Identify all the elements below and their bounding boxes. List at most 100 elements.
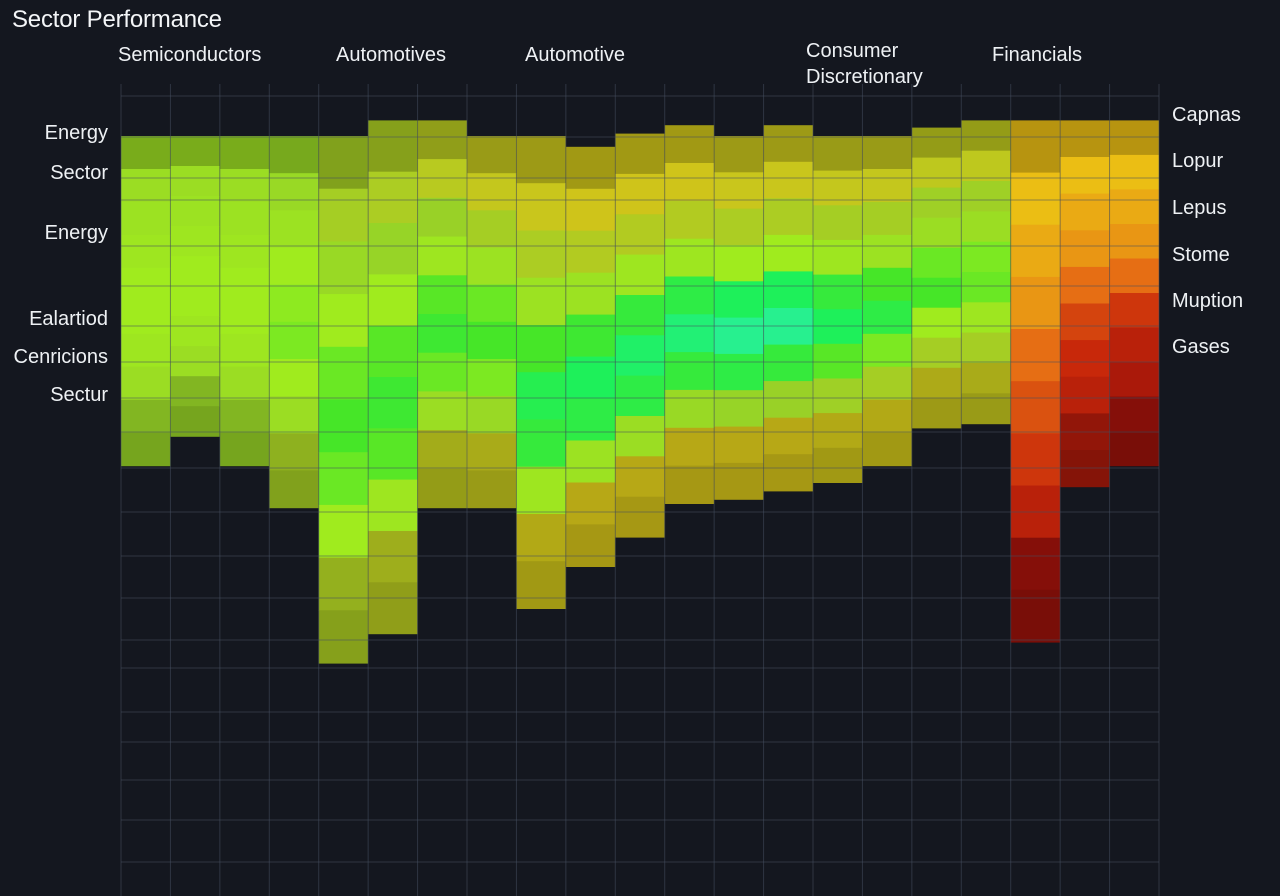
- heatmap-cell: [565, 524, 616, 567]
- heatmap-cell: [961, 302, 1011, 334]
- heatmap-cell: [565, 356, 616, 400]
- heatmap-cell: [763, 125, 813, 163]
- heatmap-cell: [318, 136, 369, 190]
- heatmap-cell: [368, 479, 418, 532]
- heatmap-cell: [121, 432, 171, 467]
- heatmap-cell: [516, 466, 566, 515]
- column-group-label: Automotives: [336, 44, 447, 66]
- heatmap-cell: [417, 159, 467, 199]
- heatmap-cell: [467, 359, 517, 397]
- heatmap-cell: [565, 482, 616, 526]
- heatmap-cell: [269, 136, 319, 174]
- heatmap-cell: [417, 314, 467, 354]
- heatmap-cell: [763, 344, 813, 382]
- heatmap-cell: [813, 170, 863, 206]
- heatmap-cell: [318, 452, 369, 506]
- heatmap-cell: [961, 332, 1011, 364]
- heatmap-cell: [318, 188, 369, 242]
- column-group-label: Semiconductors: [118, 44, 262, 66]
- heatmap-cell: [1109, 293, 1159, 329]
- heatmap-cell: [368, 120, 418, 173]
- heatmap-cell: [813, 205, 863, 241]
- heatmap-cell: [763, 271, 813, 309]
- heatmap-cell: [911, 127, 962, 159]
- heatmap-cell: [417, 120, 467, 160]
- heatmap-cell: [664, 163, 715, 202]
- heatmap-cell: [664, 314, 715, 353]
- heatmap-cell: [1060, 376, 1110, 414]
- heatmap-cell: [417, 275, 467, 315]
- heatmap-cell: [862, 201, 912, 236]
- heatmap-cell: [763, 454, 813, 492]
- heatmap-cell: [516, 419, 566, 468]
- heatmap-cell: [121, 201, 171, 236]
- heatmap-cell: [269, 247, 319, 286]
- heatmap-cell: [1060, 450, 1110, 488]
- heatmap-cell: [813, 413, 863, 449]
- heatmap-cell: [219, 432, 270, 467]
- heatmap-cell: [714, 281, 764, 319]
- heatmap-cell: [911, 397, 962, 429]
- heatmap-cell: [961, 120, 1011, 152]
- heatmap-cell: [565, 230, 616, 274]
- heatmap-cell: [121, 169, 171, 203]
- heatmap-cell: [813, 447, 863, 483]
- heatmap-cell: [862, 169, 912, 203]
- heatmap-cell: [813, 343, 863, 379]
- heatmap-cell: [269, 210, 319, 249]
- heatmap-cell: [714, 136, 764, 173]
- heatmap-cell: [911, 217, 962, 249]
- heatmap-cell: [862, 267, 912, 302]
- heatmap-cell: [269, 470, 319, 509]
- heatmap-cell: [961, 211, 1011, 243]
- heatmap-cell: [714, 353, 764, 391]
- heatmap-cell: [565, 398, 616, 442]
- heatmap-cell: [961, 241, 1011, 273]
- heatmap-cell: [170, 226, 220, 257]
- heatmap-cell: [219, 136, 270, 170]
- heatmap-cell: [269, 284, 319, 323]
- heatmap-cell: [763, 161, 813, 199]
- heatmap-cell: [1060, 303, 1110, 341]
- heatmap-cell: [565, 440, 616, 484]
- heatmap-cell: [170, 316, 220, 347]
- heatmap-cell: [714, 426, 764, 464]
- row-label-right: Capnas: [1172, 104, 1241, 126]
- heatmap-cell: [467, 284, 517, 323]
- heatmap-cell: [516, 136, 566, 184]
- heatmap-cell: [219, 300, 270, 335]
- heatmap-cell: [813, 274, 863, 310]
- heatmap-cell: [417, 391, 467, 431]
- row-label-left: Energy: [44, 222, 108, 244]
- heatmap-cell: [664, 465, 715, 504]
- heatmap-cell: [269, 321, 319, 360]
- heatmap-cell: [862, 136, 912, 170]
- heatmap-cell: [219, 267, 270, 302]
- row-label-left: Sector: [50, 162, 108, 184]
- heatmap-cell: [417, 197, 467, 238]
- heatmap-cell: [664, 125, 715, 164]
- heatmap-cell: [615, 295, 665, 336]
- heatmap-cell: [170, 256, 220, 287]
- heatmap-cell: [516, 513, 566, 562]
- heatmap-cell: [961, 272, 1011, 303]
- heatmap-cell: [615, 335, 665, 377]
- heatmap-cell: [368, 171, 418, 224]
- heatmap-cell: [714, 462, 764, 500]
- heatmap-cell: [467, 433, 517, 472]
- heatmap-cell: [664, 389, 715, 429]
- heatmap-cell: [516, 277, 566, 326]
- heatmap-cell: [516, 230, 566, 279]
- heatmap-cell: [219, 169, 270, 203]
- row-label-right: Muption: [1172, 290, 1244, 312]
- heatmap-cell: [170, 376, 220, 407]
- row-label-right: Lepus: [1172, 197, 1227, 219]
- heatmap-cell: [1109, 154, 1159, 190]
- heatmap-cell: [467, 470, 517, 509]
- heatmap-cell: [318, 241, 369, 295]
- heatmap-cell: [911, 157, 962, 189]
- row-label-left: Energy: [44, 122, 108, 144]
- heatmap-cell: [862, 366, 912, 401]
- heatmap-cell: [615, 254, 665, 296]
